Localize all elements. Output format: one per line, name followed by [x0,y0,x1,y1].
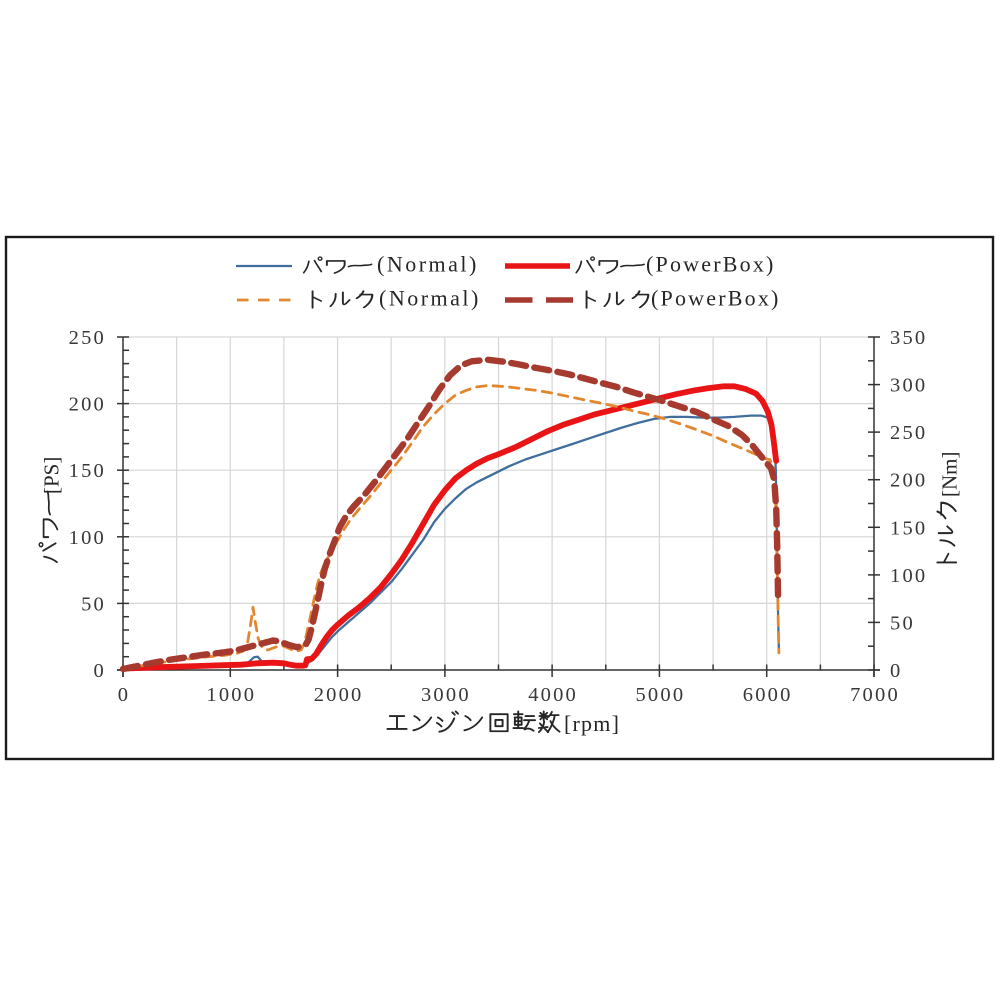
svg-text:2000: 2000 [314,684,364,706]
svg-text:300: 300 [890,375,927,397]
svg-text:6000: 6000 [743,684,793,706]
svg-text:[Nm]: [Nm] [938,452,962,498]
svg-text:200: 200 [69,394,106,416]
svg-text:50: 50 [890,612,915,634]
svg-text:150: 150 [69,460,106,482]
svg-text:150: 150 [890,517,927,539]
svg-text:[PS]: [PS] [40,457,64,494]
svg-text:100: 100 [69,527,106,549]
svg-text:100: 100 [890,565,927,587]
svg-text:(Normal): (Normal) [377,252,479,277]
svg-text:0: 0 [118,684,130,706]
svg-text:3000: 3000 [421,684,471,706]
svg-text:200: 200 [890,470,927,492]
svg-text:1000: 1000 [206,684,256,706]
svg-text:250: 250 [69,327,106,349]
svg-text:(PowerBox): (PowerBox) [646,252,776,277]
svg-text:0: 0 [94,660,106,682]
svg-text:4000: 4000 [528,684,578,706]
svg-text:0: 0 [890,660,902,682]
svg-text:7000: 7000 [850,684,900,706]
svg-text:(PowerBox): (PowerBox) [651,286,781,311]
svg-text:250: 250 [890,422,927,444]
svg-text:(Normal): (Normal) [379,286,481,311]
svg-text:5000: 5000 [635,684,685,706]
svg-text:350: 350 [890,327,927,349]
svg-text:50: 50 [81,593,106,615]
svg-text:[rpm]: [rpm] [564,711,620,736]
